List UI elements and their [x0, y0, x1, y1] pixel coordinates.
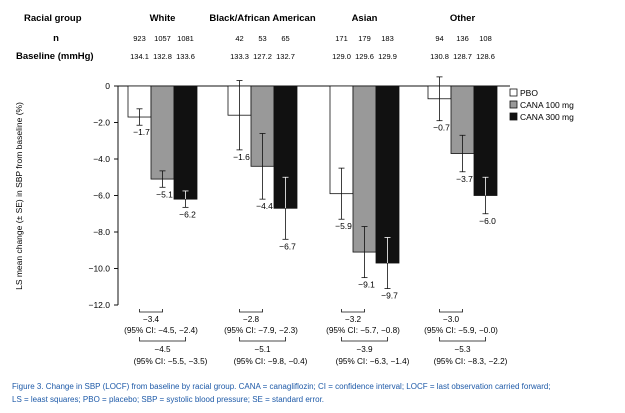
- diff-300-label: −5.1: [254, 345, 271, 354]
- bar: [173, 85, 198, 200]
- baseline-value: 130.8: [430, 52, 449, 61]
- data-label: −6.2: [179, 209, 196, 219]
- baseline-value: 129.9: [378, 52, 397, 61]
- y-tick-label: −2.0: [93, 118, 110, 128]
- legend-label: CANA 100 mg: [520, 100, 574, 110]
- y-tick-label: −10.0: [88, 264, 110, 274]
- y-tick-label: 0: [105, 81, 110, 91]
- baseline-value: 128.7: [453, 52, 472, 61]
- baseline-value: 128.6: [476, 52, 495, 61]
- group-header: Other: [450, 13, 476, 24]
- header-table: White 923 134.1 1057 132.8 1081 133.6 Black/Afr…: [130, 13, 495, 61]
- ci-100-label: (95% CI: −5.9, −0.0): [424, 326, 498, 335]
- bracket-100: [439, 309, 463, 313]
- ci-100-label: (95% CI: −4.5, −2.4): [124, 326, 198, 335]
- data-label: −3.7: [456, 174, 473, 184]
- legend-label: PBO: [520, 88, 538, 98]
- bracket-300: [139, 337, 186, 342]
- group-header: Asian: [352, 13, 378, 24]
- diff-300-label: −4.5: [154, 345, 171, 354]
- n-value: 108: [479, 34, 492, 43]
- n-value: 171: [335, 34, 348, 43]
- y-tick-label: −12.0: [88, 300, 110, 310]
- bars: −1.7 −1.6 −5.9 −0.7 −5.1 −4.4 −9.1 −3.7 −6.2 −6.7…: [127, 76, 498, 301]
- group-header: White: [150, 13, 176, 24]
- data-label: −9.1: [358, 280, 375, 290]
- legend-swatch: [509, 112, 518, 121]
- bracket-300: [239, 337, 286, 342]
- y-tick-label: −6.0: [93, 191, 110, 201]
- y-tick-label: −4.0: [93, 154, 110, 164]
- ci-300-label: (95% CI: −9.8, −0.4): [234, 357, 308, 366]
- n-value: 179: [358, 34, 371, 43]
- ci-300-label: (95% CI: −8.3, −2.2): [434, 357, 508, 366]
- n-value: 1057: [154, 34, 171, 43]
- bar: [375, 85, 400, 264]
- n-value: 94: [435, 34, 443, 43]
- group-header: Black/African American: [209, 13, 316, 24]
- diff-100-label: −3.4: [143, 315, 160, 324]
- ci-300-label: (95% CI: −5.5, −3.5): [134, 357, 208, 366]
- y-tick-label: −8.0: [93, 227, 110, 237]
- bar: [150, 85, 175, 180]
- baseline-label: Baseline (mmHg): [16, 51, 94, 62]
- baseline-value: 132.7: [276, 52, 295, 61]
- diff-100-label: −3.0: [443, 315, 460, 324]
- bracket-300: [439, 337, 486, 342]
- n-value: 53: [258, 34, 266, 43]
- bracket-100: [139, 309, 163, 313]
- ci-100-label: (95% CI: −7.9, −2.3): [224, 326, 298, 335]
- n-value: 1081: [177, 34, 194, 43]
- n-value: 65: [281, 34, 289, 43]
- n-label: n: [53, 33, 59, 44]
- legend-swatch: [509, 100, 518, 109]
- data-label: −0.7: [433, 123, 450, 133]
- baseline-value: 133.6: [176, 52, 195, 61]
- n-value: 183: [381, 34, 394, 43]
- n-value: 42: [235, 34, 243, 43]
- baseline-value: 132.8: [153, 52, 172, 61]
- data-label: −6.0: [479, 216, 496, 226]
- diff-300-label: −3.9: [356, 345, 373, 354]
- n-value: 136: [456, 34, 469, 43]
- bracket-100: [341, 309, 365, 313]
- baseline-value: 134.1: [130, 52, 149, 61]
- bracket-300: [341, 337, 388, 342]
- figure-caption-line-2: LS = least squares; PBO = placebo; SBP =…: [12, 395, 324, 404]
- diff-300-label: −5.3: [454, 345, 471, 354]
- data-label: −4.4: [256, 201, 273, 211]
- diff-100-label: −2.8: [243, 315, 260, 324]
- data-label: −1.7: [133, 127, 150, 137]
- baseline-value: 129.6: [355, 52, 374, 61]
- n-value: 923: [133, 34, 146, 43]
- legend-swatch: [509, 88, 518, 97]
- baseline-value: 129.0: [332, 52, 351, 61]
- legend-label: CANA 300 mg: [520, 112, 574, 122]
- figure-caption-line-1: Figure 3. Change in SBP (LOCF) from base…: [12, 382, 551, 391]
- ci-100-label: (95% CI: −5.7, −0.8): [326, 326, 400, 335]
- baseline-value: 133.3: [230, 52, 249, 61]
- baseline-value: 127.2: [253, 52, 272, 61]
- racial-group-label: Racial group: [24, 13, 82, 24]
- y-axis-label: LS mean change (± SE) in SBP from baseli…: [14, 102, 24, 290]
- bracket-100: [239, 309, 263, 313]
- diff-100-label: −3.2: [345, 315, 362, 324]
- data-label: −5.1: [156, 189, 173, 199]
- data-label: −9.7: [381, 291, 398, 301]
- data-label: −5.9: [335, 221, 352, 231]
- ci-300-label: (95% CI: −6.3, −1.4): [336, 357, 410, 366]
- legend: PBO CANA 100 mg CANA 300 mg: [509, 88, 574, 122]
- data-label: −1.6: [233, 152, 250, 162]
- data-label: −6.7: [279, 241, 296, 251]
- comparisons: −3.4 (95% CI: −4.5, −2.4) −4.5 (95% CI: −5.…: [124, 309, 508, 366]
